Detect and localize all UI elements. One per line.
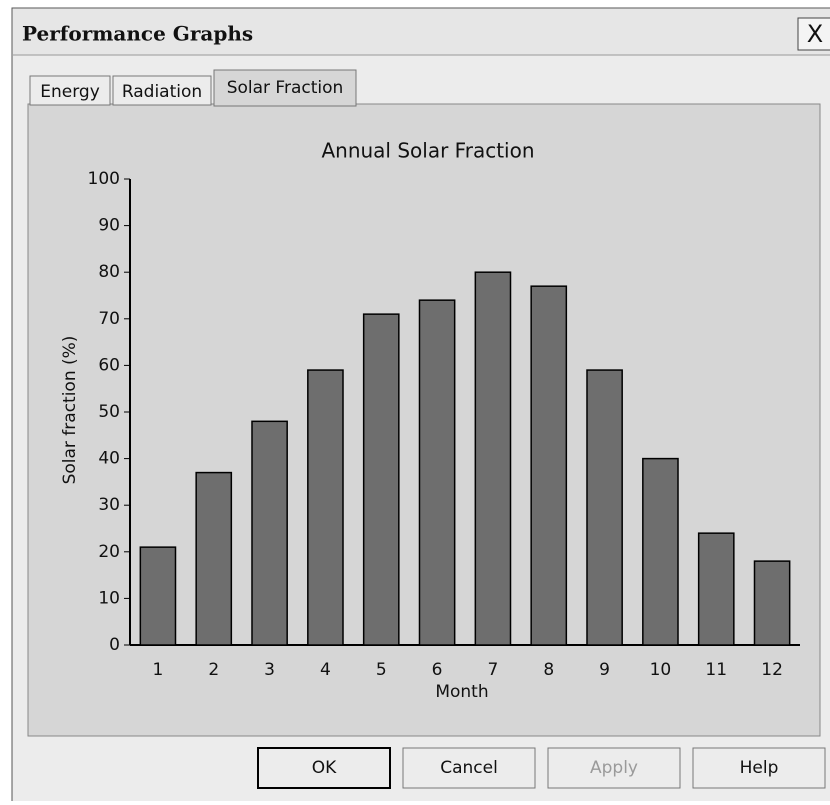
bar bbox=[307, 369, 344, 646]
bar bbox=[251, 420, 288, 646]
x-tick-label: 3 bbox=[264, 660, 275, 680]
bar bbox=[474, 271, 512, 646]
x-tick-label: 6 bbox=[432, 660, 443, 680]
button-label[interactable]: Help bbox=[740, 758, 779, 778]
bar bbox=[195, 471, 233, 646]
tab-label[interactable]: Energy bbox=[40, 82, 100, 102]
x-tick-label: 12 bbox=[761, 660, 783, 680]
y-tick-label: 0 bbox=[109, 635, 120, 655]
x-tick-label: 10 bbox=[650, 660, 672, 680]
x-tick-label: 5 bbox=[376, 660, 387, 680]
bar bbox=[753, 560, 791, 646]
tab-selected[interactable] bbox=[213, 69, 357, 107]
y-tick-label: 70 bbox=[98, 309, 120, 329]
chart-title: Annual Solar Fraction bbox=[321, 139, 534, 163]
close-label[interactable]: X bbox=[807, 20, 823, 48]
x-tick-label: 4 bbox=[320, 660, 331, 680]
window-title: Performance Graphs bbox=[22, 22, 253, 46]
y-tick-label: 90 bbox=[98, 216, 120, 236]
bar bbox=[362, 313, 400, 646]
bar bbox=[530, 285, 568, 646]
y-tick-label: 30 bbox=[98, 495, 120, 515]
button[interactable] bbox=[692, 747, 826, 789]
tab-label[interactable]: Radiation bbox=[122, 82, 202, 102]
x-tick-label: 1 bbox=[153, 660, 164, 680]
x-tick-label: 8 bbox=[543, 660, 554, 680]
bar bbox=[139, 546, 177, 646]
x-tick-label: 7 bbox=[488, 660, 499, 680]
y-tick-label: 80 bbox=[98, 262, 120, 282]
y-tick-label: 10 bbox=[98, 588, 120, 608]
bar bbox=[418, 299, 456, 646]
tab[interactable] bbox=[112, 75, 212, 106]
button-label[interactable]: Cancel bbox=[440, 758, 498, 778]
bar bbox=[586, 369, 623, 646]
y-tick-label: 50 bbox=[98, 402, 120, 422]
tab-label[interactable]: Solar Fraction bbox=[227, 78, 344, 98]
bar bbox=[642, 457, 679, 646]
y-tick-label: 100 bbox=[88, 169, 120, 189]
x-tick-label: 9 bbox=[599, 660, 610, 680]
bar bbox=[697, 532, 735, 646]
y-tick-label: 40 bbox=[98, 449, 120, 469]
button bbox=[547, 747, 681, 789]
x-axis-label: Month bbox=[435, 682, 488, 702]
button-label[interactable]: OK bbox=[312, 758, 337, 778]
button[interactable] bbox=[257, 747, 391, 789]
y-tick-label: 60 bbox=[98, 355, 120, 375]
x-tick-label: 2 bbox=[208, 660, 219, 680]
y-tick-label: 20 bbox=[98, 542, 120, 562]
button-label: Apply bbox=[590, 758, 638, 778]
tab[interactable] bbox=[29, 75, 111, 106]
button[interactable] bbox=[402, 747, 536, 789]
y-axis-label: Solar fraction (%) bbox=[60, 336, 80, 485]
close-button[interactable] bbox=[797, 17, 830, 51]
title-bar bbox=[13, 9, 830, 55]
x-tick-label: 11 bbox=[705, 660, 727, 680]
